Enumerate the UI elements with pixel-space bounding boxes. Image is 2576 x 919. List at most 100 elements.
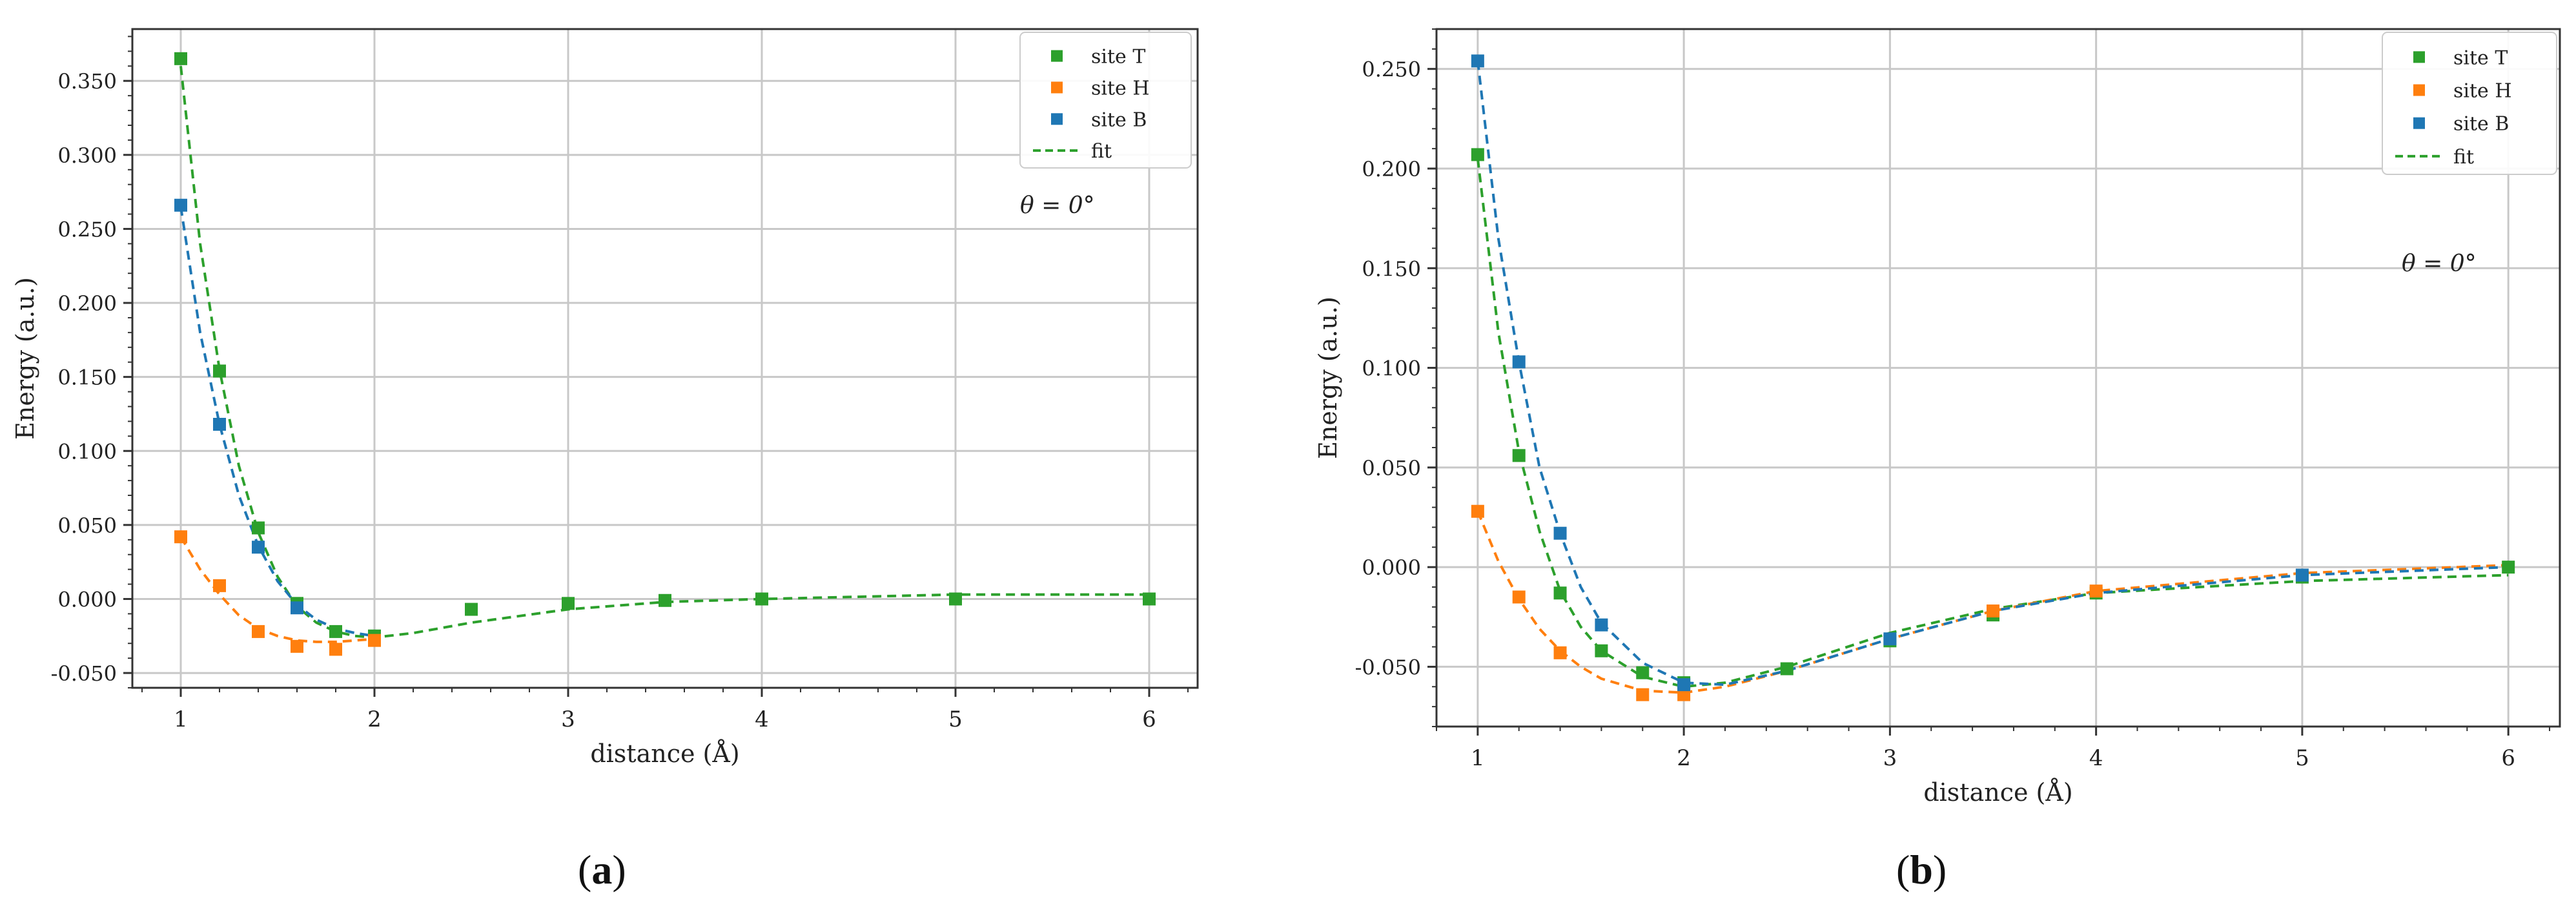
chart-panel-a: 1 2 3 4 5 6 -0.050 0.000 0.050 0.100 0.150 0.200 0.2…	[11, 28, 1199, 768]
data-point-site-h	[1987, 604, 2000, 618]
data-point-site-b	[1677, 678, 1691, 692]
data-point-site-t	[1512, 449, 1526, 462]
data-point-site-h	[1553, 646, 1567, 659]
legend-marker	[1051, 113, 1063, 125]
x-tick-label: 2	[367, 707, 382, 732]
x-tick-label: 1	[174, 707, 188, 732]
legend-box	[1019, 32, 1192, 169]
data-point-site-b	[1512, 355, 1526, 369]
theta-annotation: θ = 0°	[1020, 192, 1095, 219]
y-tick-label: 0.150	[57, 366, 117, 390]
x-tick-label: 6	[1142, 707, 1156, 732]
data-point-site-t	[1553, 586, 1567, 600]
plot-frame	[1435, 28, 2561, 728]
legend-marker	[1051, 50, 1063, 62]
y-tick-label: 0.050	[57, 513, 117, 538]
legend-marker	[2413, 84, 2425, 96]
x-tick-label: 3	[1883, 745, 1897, 771]
x-tick-label: 5	[2295, 745, 2309, 771]
panel-caption-b: (b)	[1896, 847, 1947, 893]
legend-label: site T	[1091, 46, 1145, 68]
y-axis-label: Energy (a.u.)	[11, 277, 39, 440]
y-tick-label: 0.150	[1362, 256, 1421, 281]
data-point-site-b	[1553, 526, 1567, 540]
data-point-site-t	[2502, 561, 2515, 574]
data-point-site-h	[1677, 688, 1691, 701]
data-point-site-t	[755, 592, 768, 606]
data-point-site-h	[2089, 584, 2103, 598]
data-point-site-t	[659, 594, 671, 607]
legend-label: site B	[2453, 113, 2509, 136]
y-tick-label: 0.200	[1362, 157, 1421, 181]
fit-curve-1	[1477, 510, 2509, 694]
data-point-site-t	[1471, 148, 1484, 161]
data-point-site-t	[329, 625, 342, 638]
fit-curve-0	[179, 66, 1149, 639]
x-tick-label: 2	[1677, 745, 1691, 771]
data-point-site-t	[174, 52, 187, 65]
legend-marker	[1051, 81, 1063, 94]
plot-frame	[131, 28, 1199, 689]
data-point-site-h	[291, 639, 303, 653]
data-point-site-t	[949, 592, 962, 606]
legend-label: fit	[1091, 140, 1112, 163]
data-point-site-b	[174, 198, 187, 212]
data-point-site-b	[213, 418, 226, 431]
panel-caption-a: (a)	[578, 847, 626, 893]
legend-marker	[2413, 51, 2425, 63]
fit-curve-0	[1476, 158, 2509, 688]
legend: site T site H site B fit	[2382, 32, 2557, 175]
y-tick-label: 0.200	[57, 291, 117, 316]
fit-curve-2	[179, 206, 375, 637]
data-point-site-h	[1636, 688, 1650, 701]
y-tick-label: 0.100	[57, 439, 117, 464]
y-tick-label: -0.050	[51, 661, 117, 686]
data-point-site-t	[1143, 592, 1156, 606]
fit-curve-1	[179, 536, 375, 643]
theta-annotation: θ = 0°	[2402, 251, 2477, 277]
y-tick-label: 0.000	[1362, 555, 1421, 580]
chart-panel-b: 1 2 3 4 5 6 -0.050 0.000 0.050 0.100 0.150 0.200 0.2…	[1314, 28, 2561, 807]
y-tick-label: 0.050	[1362, 456, 1421, 480]
data-point-site-b	[1471, 54, 1484, 68]
data-point-site-h	[1512, 590, 1526, 604]
data-point-site-t	[1780, 662, 1794, 676]
y-tick-label: 0.100	[1362, 356, 1421, 381]
y-axis-label: Energy (a.u.)	[1314, 296, 1342, 459]
data-point-site-b	[252, 541, 265, 554]
legend-label: site H	[2453, 80, 2512, 103]
data-point-site-t	[562, 597, 575, 610]
x-tick-label: 3	[561, 707, 575, 732]
x-tick-label: 4	[755, 707, 769, 732]
data-point-site-b	[1595, 618, 1608, 632]
y-tick-label: 0.300	[57, 143, 117, 168]
fit-curve-2	[1476, 61, 2509, 687]
x-tick-label: 1	[1471, 745, 1485, 771]
y-tick-label: 0.250	[1362, 57, 1421, 82]
data-point-site-h	[368, 634, 381, 647]
data-point-site-b	[291, 601, 303, 615]
x-tick-label: 6	[2501, 745, 2515, 771]
data-point-site-h	[1471, 504, 1484, 518]
data-point-site-h	[329, 643, 342, 656]
legend-label: site B	[1091, 108, 1147, 131]
y-tick-label: -0.050	[1355, 655, 1421, 679]
data-point-site-b	[2295, 568, 2309, 582]
legend-label: site H	[1091, 77, 1150, 99]
data-point-site-t	[1636, 666, 1650, 679]
y-tick-label: 0.350	[57, 69, 117, 94]
legend-marker	[2413, 117, 2425, 129]
legend-label: site T	[2453, 46, 2508, 69]
legend-label: fit	[2453, 146, 2474, 169]
x-tick-label: 5	[948, 707, 963, 732]
legend: site T site H site B fit	[1019, 32, 1192, 169]
data-point-site-h	[174, 530, 187, 544]
data-point-site-b	[1883, 632, 1897, 646]
x-axis-label: distance (Å)	[1923, 778, 2072, 807]
data-point-site-t	[252, 521, 265, 535]
data-point-site-t	[213, 364, 226, 378]
y-tick-label: 0.000	[57, 587, 117, 612]
data-point-site-t	[1595, 644, 1608, 657]
y-tick-label: 0.250	[57, 217, 117, 242]
